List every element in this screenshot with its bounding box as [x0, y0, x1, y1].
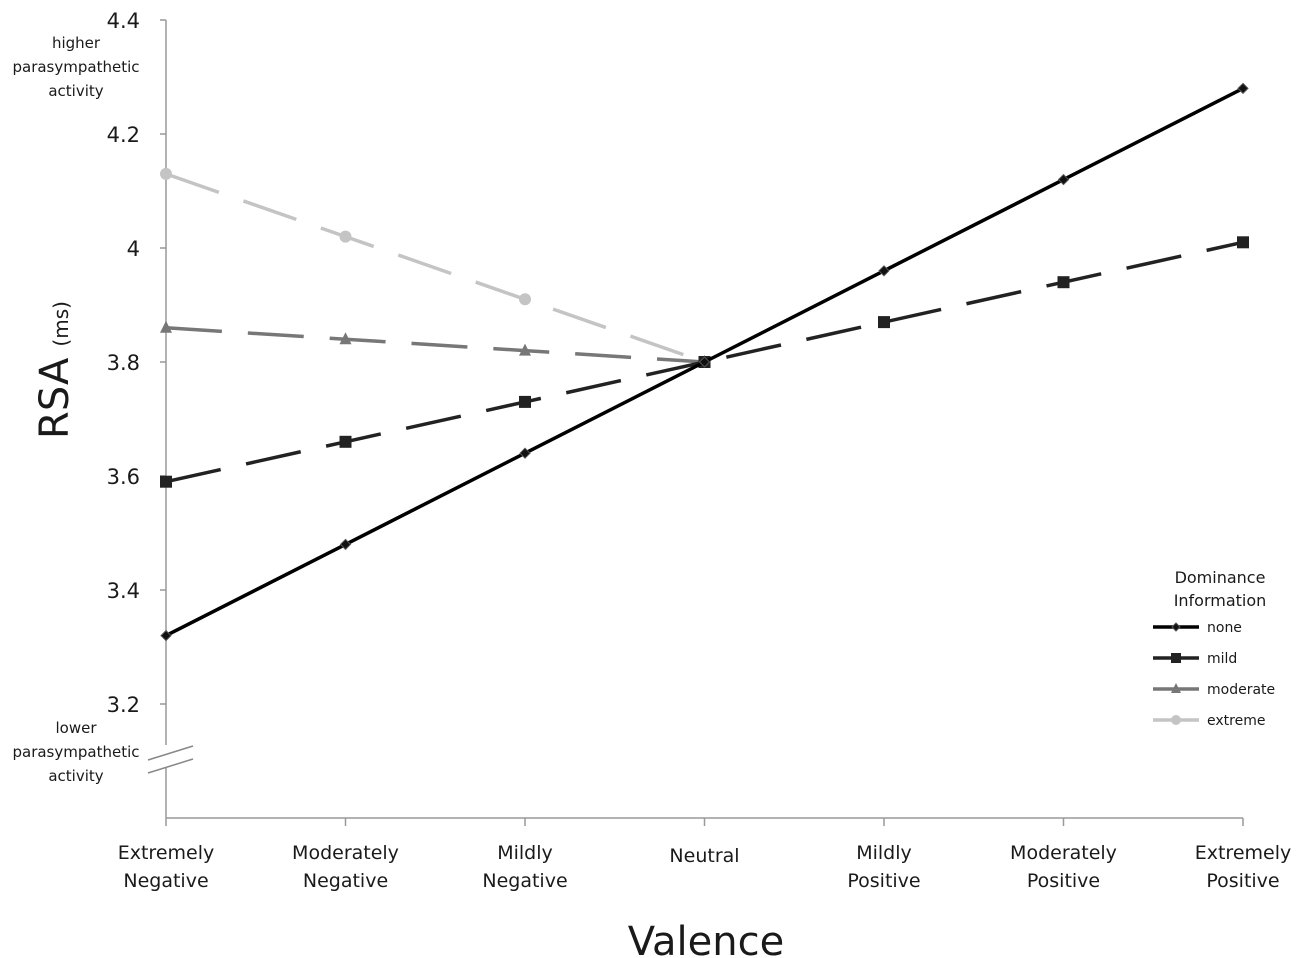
legend-label: extreme	[1207, 713, 1265, 729]
x-tick-label-line: Positive	[1027, 870, 1100, 892]
marker-diamond	[698, 356, 711, 368]
y-axis-title: RSA (ms)	[32, 301, 78, 439]
series-layer	[160, 82, 1249, 642]
y-tick-label: 4.2	[107, 123, 140, 147]
y-tick-label: 4.4	[107, 9, 140, 33]
x-tick-label-line: Moderately	[1010, 842, 1117, 864]
x-tick-label: Extremely Negative	[118, 842, 215, 892]
x-tick-label: Neutral	[669, 845, 739, 867]
marker-triangle	[519, 343, 531, 356]
marker-circle	[519, 293, 531, 306]
series-moderate	[160, 320, 711, 367]
marker-circle	[339, 230, 352, 243]
x-tick-label: Moderately Positive	[1010, 842, 1117, 892]
marker-diamond	[878, 265, 890, 277]
legend-item-mild: mild	[1153, 651, 1237, 667]
x-tick-label-line: Negative	[303, 870, 388, 892]
annotation-lower-line: parasympathetic	[12, 743, 139, 761]
legend-label: mild	[1207, 651, 1237, 667]
y-ticks: 4.4 4.2 4 3.8 3.6 3.4 3.2	[107, 9, 166, 717]
series-none	[160, 82, 1249, 642]
x-tick-label-line: Positive	[1206, 870, 1279, 892]
annotation-higher-line: activity	[48, 82, 103, 100]
marker-circle	[1171, 715, 1181, 725]
annotation-higher-line: parasympathetic	[12, 58, 139, 76]
marker-diamond	[1171, 622, 1181, 632]
y-tick-label: 3.2	[107, 693, 140, 717]
series-line-extreme	[165, 172, 706, 364]
y-axis-title-main: RSA	[32, 357, 78, 439]
x-tick-label-line: Extremely	[118, 842, 215, 864]
annotations: higher parasympathetic activity lower parasy…	[12, 34, 139, 785]
x-tick-label-line: Mildly	[497, 842, 553, 864]
axis-break-mark-upper	[147, 745, 194, 761]
marker-square	[339, 435, 352, 448]
legend-item-extreme: extreme	[1153, 713, 1265, 729]
x-tick-label-line: Positive	[847, 870, 920, 892]
marker-square	[878, 316, 890, 329]
legend-label: none	[1207, 620, 1242, 636]
marker-diamond	[339, 538, 352, 551]
annotation-higher: higher parasympathetic activity	[12, 34, 139, 100]
marker-circle	[160, 167, 172, 180]
x-tick-label-line: Negative	[482, 870, 567, 892]
x-tick-label-line: Extremely	[1195, 842, 1292, 864]
y-tick-label: 3.6	[107, 465, 140, 489]
annotation-higher-line: higher	[52, 34, 101, 52]
marker-diamond	[519, 447, 531, 459]
x-tick-label: Moderately Negative	[292, 842, 399, 892]
marker-triangle	[339, 332, 352, 345]
y-tick-label: 3.8	[107, 351, 140, 375]
legend-label: moderate	[1207, 682, 1275, 698]
axis-break-mark-lower	[147, 758, 194, 774]
marker-square	[1171, 653, 1181, 663]
marker-diamond	[160, 629, 172, 642]
y-tick-label: 4	[127, 237, 140, 261]
x-tick-label: Extremely Positive	[1195, 842, 1292, 892]
marker-diamond	[1237, 82, 1249, 95]
legend-title: Dominance Information	[1174, 568, 1267, 610]
series-mild	[160, 236, 1249, 488]
axes	[147, 20, 1243, 819]
annotation-lower-line: lower	[55, 719, 97, 737]
x-tick-label: Mildly Positive	[847, 842, 920, 892]
x-tick-label-line: Mildly	[856, 842, 912, 864]
series-extreme	[160, 167, 711, 368]
marker-triangle	[1171, 683, 1181, 693]
marker-square	[519, 395, 531, 408]
y-axis-title-unit: (ms)	[49, 301, 73, 347]
x-tick-label-line: Neutral	[669, 845, 739, 867]
legend: Dominance Information none mild moderate extr…	[1153, 568, 1275, 729]
marker-triangle	[160, 320, 172, 333]
annotation-lower: lower parasympathetic activity	[12, 719, 139, 785]
x-tick-label-line: Negative	[123, 870, 208, 892]
legend-item-none: none	[1153, 620, 1242, 636]
x-tick-label: Mildly Negative	[482, 842, 567, 892]
y-tick-label: 3.4	[107, 579, 140, 603]
legend-item-moderate: moderate	[1153, 682, 1275, 698]
legend-title-line: Information	[1174, 591, 1267, 610]
marker-square	[1237, 236, 1249, 249]
marker-square	[1057, 276, 1070, 289]
marker-diamond	[1057, 173, 1070, 186]
x-axis-title: Valence	[628, 919, 784, 958]
series-line-moderate	[165, 326, 705, 364]
marker-square	[160, 475, 172, 488]
x-tick-label-line: Moderately	[292, 842, 399, 864]
legend-title-line: Dominance	[1175, 568, 1266, 587]
annotation-lower-line: activity	[48, 767, 103, 785]
